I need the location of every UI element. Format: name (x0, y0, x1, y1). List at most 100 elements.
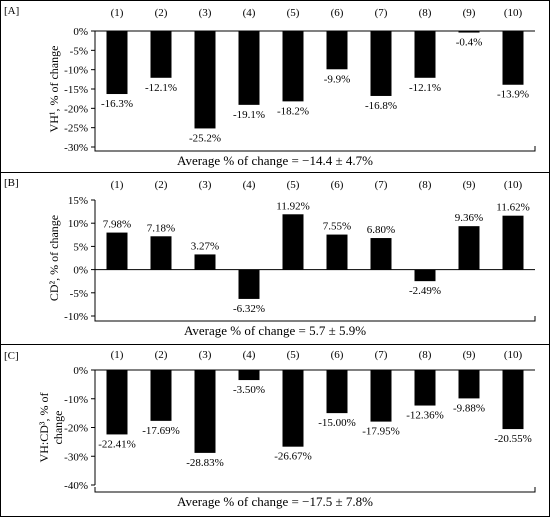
bar (326, 234, 348, 270)
data-label: -17.95% (362, 426, 400, 438)
y-tick-label: -5% (70, 45, 88, 57)
category-label: (7) (375, 7, 388, 19)
bar (502, 31, 524, 85)
y-axis-title: VH¹, % of change (47, 46, 61, 133)
category-label: (5) (287, 7, 300, 19)
data-label: -28.83% (186, 457, 224, 469)
category-label: (2) (155, 349, 168, 361)
bar (370, 370, 392, 422)
category-label: (1) (111, 349, 124, 361)
bar (194, 254, 216, 270)
category-label: (1) (111, 7, 124, 19)
bar (238, 370, 260, 381)
data-label: -9.9% (324, 73, 351, 85)
data-label: 9.36% (455, 212, 483, 224)
bar (194, 370, 216, 453)
data-label: -22.41% (98, 438, 136, 450)
average-bracket (94, 487, 536, 493)
bar (458, 31, 480, 33)
y-tick-label: -30% (64, 142, 88, 154)
bar (238, 269, 260, 299)
category-label: (3) (199, 349, 212, 361)
data-label: -13.9% (497, 89, 529, 101)
y-tick-label: -20% (64, 103, 88, 115)
data-label: -0.4% (456, 37, 483, 49)
category-label: (6) (331, 179, 344, 191)
category-label: (2) (155, 7, 168, 19)
category-label: (5) (287, 179, 300, 191)
bar (194, 31, 216, 129)
bar (458, 370, 480, 399)
category-label: (4) (243, 349, 256, 361)
bar (150, 370, 172, 421)
y-tick-label: 10% (68, 218, 88, 230)
data-label: 11.92% (276, 200, 310, 212)
data-label: -15.00% (318, 417, 356, 429)
y-tick-label: 0% (73, 265, 88, 277)
data-label: 7.98% (103, 219, 131, 231)
chart-panel-1: [A] 0% -5% -10% -15% -20% -25% -30% (1) -16.3% (2)… (4, 5, 536, 168)
category-label: (6) (331, 7, 344, 19)
category-label: (10) (504, 179, 523, 191)
data-label: -12.1% (409, 82, 441, 94)
bar (502, 370, 524, 430)
average-annotation: Average % of change = −14.4 ± 4.7% (177, 153, 373, 168)
category-label: (9) (463, 179, 476, 191)
category-label: (9) (463, 349, 476, 361)
data-label: -12.1% (145, 82, 177, 94)
bar (414, 370, 436, 406)
bar (282, 370, 304, 447)
y-tick-label: 0% (73, 365, 88, 377)
bar (238, 31, 260, 105)
bar (414, 31, 436, 78)
y-axis-title: VH:CD³, % ofchange (37, 393, 65, 463)
y-axis-title: CD², % of change (47, 215, 61, 301)
bar (370, 31, 392, 96)
data-label: -9.88% (453, 402, 485, 414)
data-label: -2.49% (409, 285, 441, 297)
bar (106, 31, 128, 95)
category-label: (10) (504, 349, 523, 361)
chart-panel-3: [C] 0% -10% -20% -30% -40% (1) -22.41% (2) -17.69… (4, 349, 536, 509)
data-label: 3.27% (191, 240, 219, 252)
data-label: -25.2% (189, 132, 221, 144)
data-label: -19.1% (233, 109, 265, 121)
y-tick-label: 5% (73, 241, 88, 253)
average-annotation: Average % of change = 5.7 ± 5.9% (184, 323, 366, 338)
panel-label: [A] (4, 5, 19, 17)
y-tick-label: 0% (73, 26, 88, 38)
bar (458, 226, 480, 270)
category-label: (8) (419, 7, 432, 19)
category-label: (6) (331, 349, 344, 361)
y-tick-label: -10% (64, 394, 88, 406)
bar (326, 31, 348, 70)
bar (106, 232, 128, 270)
bar (282, 214, 304, 270)
category-label: (3) (199, 7, 212, 19)
panel-label: [C] (4, 350, 19, 362)
data-label: -20.55% (494, 433, 532, 445)
bar (414, 269, 436, 282)
y-tick-label: -30% (64, 451, 88, 463)
y-tick-label: 15% (68, 195, 88, 207)
category-label: (7) (375, 349, 388, 361)
chart-panel-2: [B] 15% 10% 5% 0% -5% -10% (1) 7.98% (2) 7.18% (3) 3… (4, 177, 536, 338)
average-annotation: Average % of change = −17.5 ± 7.8% (177, 494, 373, 509)
category-label: (2) (155, 179, 168, 191)
bar (326, 370, 348, 414)
data-label: 11.62% (496, 202, 530, 214)
average-bracket (94, 316, 536, 322)
y-tick-label: -20% (64, 423, 88, 435)
y-tick-label: -40% (64, 480, 88, 492)
category-label: (8) (419, 179, 432, 191)
category-label: (3) (199, 179, 212, 191)
category-label: (5) (287, 349, 300, 361)
bar (370, 238, 392, 270)
y-tick-label: -5% (70, 288, 88, 300)
y-tick-label: -15% (64, 84, 88, 96)
data-label: -18.2% (277, 105, 309, 117)
category-label: (1) (111, 179, 124, 191)
data-label: -17.69% (142, 425, 180, 437)
